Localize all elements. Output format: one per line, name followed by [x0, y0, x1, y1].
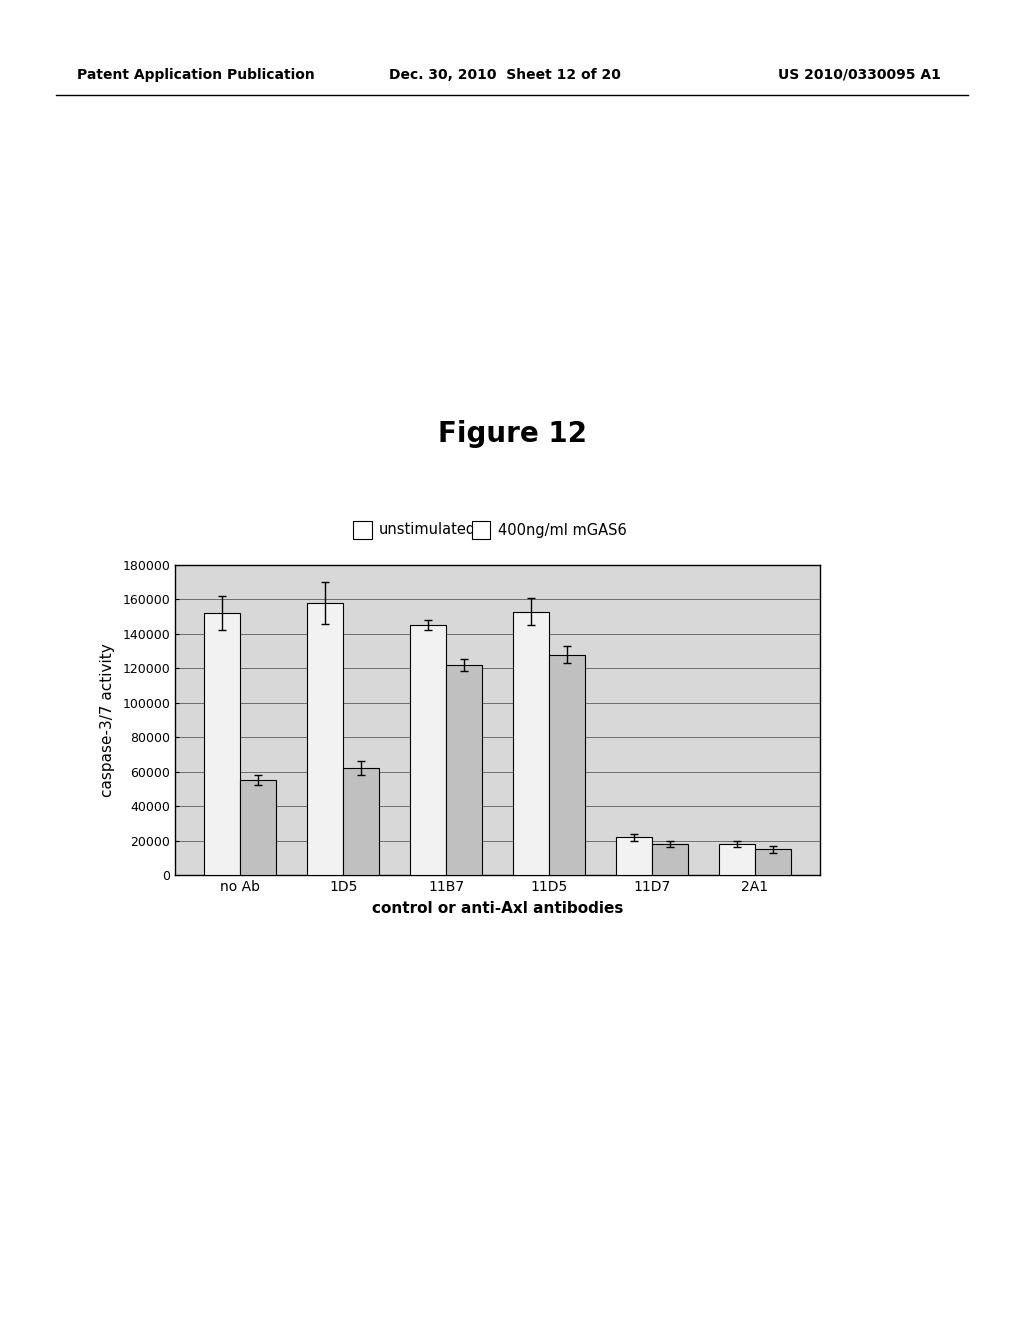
Bar [241, 780, 276, 875]
Text: Patent Application Publication: Patent Application Publication [77, 69, 314, 82]
Bar [755, 849, 791, 875]
Text: unstimulated: unstimulated [379, 523, 476, 537]
Bar [410, 626, 446, 875]
Bar [719, 843, 755, 875]
Text: Dec. 30, 2010  Sheet 12 of 20: Dec. 30, 2010 Sheet 12 of 20 [389, 69, 621, 82]
Bar [307, 603, 343, 875]
Bar [446, 665, 482, 875]
Bar [513, 611, 549, 875]
Bar [343, 768, 379, 875]
Text: US 2010/0330095 A1: US 2010/0330095 A1 [778, 69, 941, 82]
Bar [615, 837, 652, 875]
Bar [205, 614, 241, 875]
Text: 400ng/ml mGAS6: 400ng/ml mGAS6 [498, 523, 627, 537]
Bar [549, 655, 585, 875]
X-axis label: control or anti-Axl antibodies: control or anti-Axl antibodies [372, 900, 624, 916]
Text: Figure 12: Figure 12 [437, 420, 587, 447]
Y-axis label: caspase-3/7 activity: caspase-3/7 activity [100, 643, 116, 797]
Bar [652, 843, 688, 875]
